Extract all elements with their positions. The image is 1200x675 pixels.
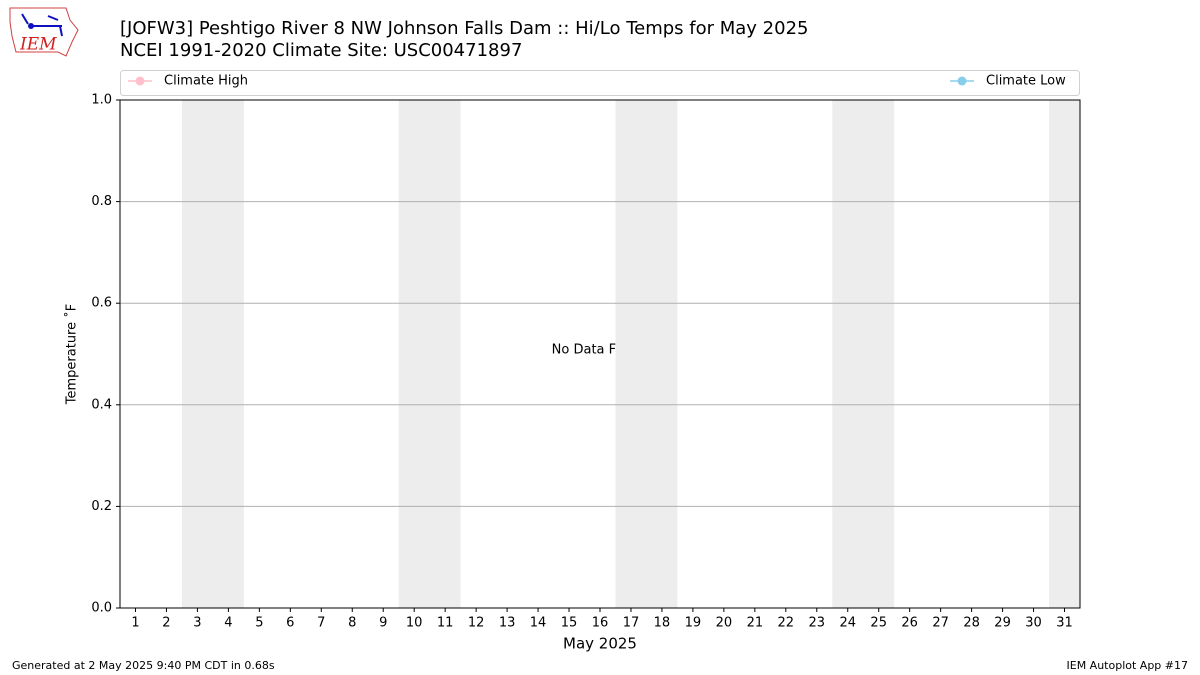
x-tick-label: 25	[870, 616, 887, 631]
y-tick-label: 0.6	[91, 296, 112, 311]
legend-marker	[135, 76, 145, 86]
weekend-shade	[181, 100, 244, 608]
x-tick-label: 3	[193, 616, 201, 631]
legend	[120, 70, 1080, 96]
weekend-shade	[398, 100, 461, 608]
y-axis-label: Temperature ˚F	[64, 304, 80, 405]
x-tick-label: 18	[654, 616, 671, 631]
x-tick-label: 14	[530, 616, 547, 631]
x-tick-label: 5	[255, 616, 263, 631]
y-tick-label: 0.4	[91, 397, 112, 412]
x-tick-label: 21	[747, 616, 764, 631]
x-tick-label: 23	[809, 616, 826, 631]
x-tick-label: 24	[839, 616, 856, 631]
y-tick-label: 0.2	[91, 499, 112, 514]
x-axis-label: May 2025	[563, 635, 637, 653]
plot-area	[181, 100, 1080, 608]
x-tick-label: 20	[716, 616, 733, 631]
x-tick-label: 8	[348, 616, 356, 631]
logo-text: IEM	[19, 35, 57, 55]
y-tick-label: 1.0	[91, 93, 112, 108]
x-tick-label: 29	[994, 616, 1011, 631]
x-tick-label: 4	[224, 616, 232, 631]
weekend-shade	[1049, 100, 1080, 608]
x-tick-label: 27	[932, 616, 949, 631]
legend-marker	[957, 76, 967, 86]
x-tick-label: 16	[592, 616, 609, 631]
x-tick-label: 28	[963, 616, 980, 631]
x-tick-label: 26	[901, 616, 918, 631]
x-tick-label: 7	[317, 616, 325, 631]
legend-label: Climate High	[164, 74, 248, 89]
footer-left: Generated at 2 May 2025 9:40 PM CDT in 0…	[12, 659, 275, 672]
weekend-shade	[615, 100, 678, 608]
x-tick-label: 6	[286, 616, 294, 631]
x-tick-label: 15	[561, 616, 578, 631]
legend-label: Climate Low	[986, 74, 1066, 89]
x-tick-label: 31	[1056, 616, 1073, 631]
x-tick-label: 13	[499, 616, 516, 631]
x-tick-label: 22	[778, 616, 795, 631]
logo: IEM	[9, 7, 79, 57]
footer-right: IEM Autoplot App #17	[1067, 659, 1189, 672]
chart-title: [JOFW3] Peshtigo River 8 NW Johnson Fall…	[120, 18, 808, 39]
x-tick-label: 11	[437, 616, 454, 631]
x-tick-label: 9	[379, 616, 387, 631]
x-tick-label: 19	[685, 616, 702, 631]
weekend-shade	[832, 100, 895, 608]
x-tick-label: 1	[131, 616, 139, 631]
plot-frame	[119, 99, 1081, 609]
y-tick-label: 0.8	[91, 194, 112, 209]
x-tick-label: 2	[162, 616, 170, 631]
chart-subtitle: NCEI 1991-2020 Climate Site: USC00471897	[120, 40, 522, 61]
x-tick-label: 30	[1025, 616, 1042, 631]
x-tick-label: 12	[468, 616, 485, 631]
y-tick-label: 0.0	[91, 601, 112, 616]
x-tick-label: 17	[623, 616, 640, 631]
x-tick-label: 10	[406, 616, 423, 631]
